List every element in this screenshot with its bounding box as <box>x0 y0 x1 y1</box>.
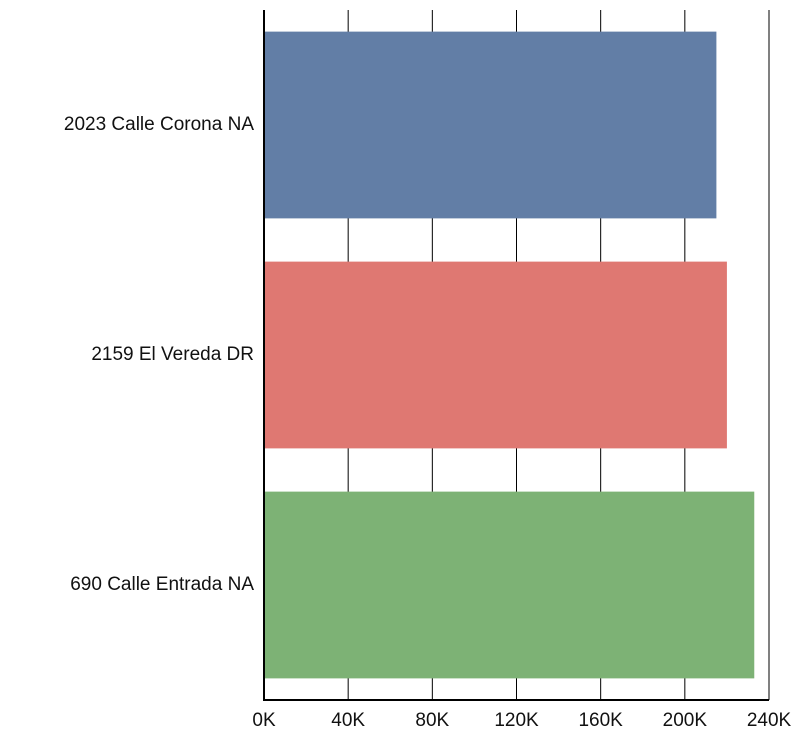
category-labels: 2023 Calle Corona NA 2159 El Vereda DR 690… <box>64 114 254 595</box>
category-label-3: 690 Calle Entrada NA <box>70 574 254 595</box>
axes <box>263 10 769 701</box>
x-tick-label-240k: 240K <box>747 710 792 731</box>
bars <box>264 31 755 679</box>
x-tick-label-0k: 0K <box>252 710 276 731</box>
category-label-2: 2159 El Vereda DR <box>91 344 254 365</box>
x-tick-label-120k: 120K <box>494 710 539 731</box>
x-tick-labels: 0K 40K 80K 120K 160K 200K 240K <box>252 710 791 731</box>
bar-1 <box>264 31 717 219</box>
category-label-1: 2023 Calle Corona NA <box>64 114 254 135</box>
x-tick-label-160k: 160K <box>578 710 623 731</box>
bar-2 <box>264 261 727 449</box>
bar-3 <box>264 491 755 679</box>
x-tick-label-200k: 200K <box>663 710 708 731</box>
x-tick-label-40k: 40K <box>331 710 365 731</box>
x-tick-label-80k: 80K <box>415 710 449 731</box>
